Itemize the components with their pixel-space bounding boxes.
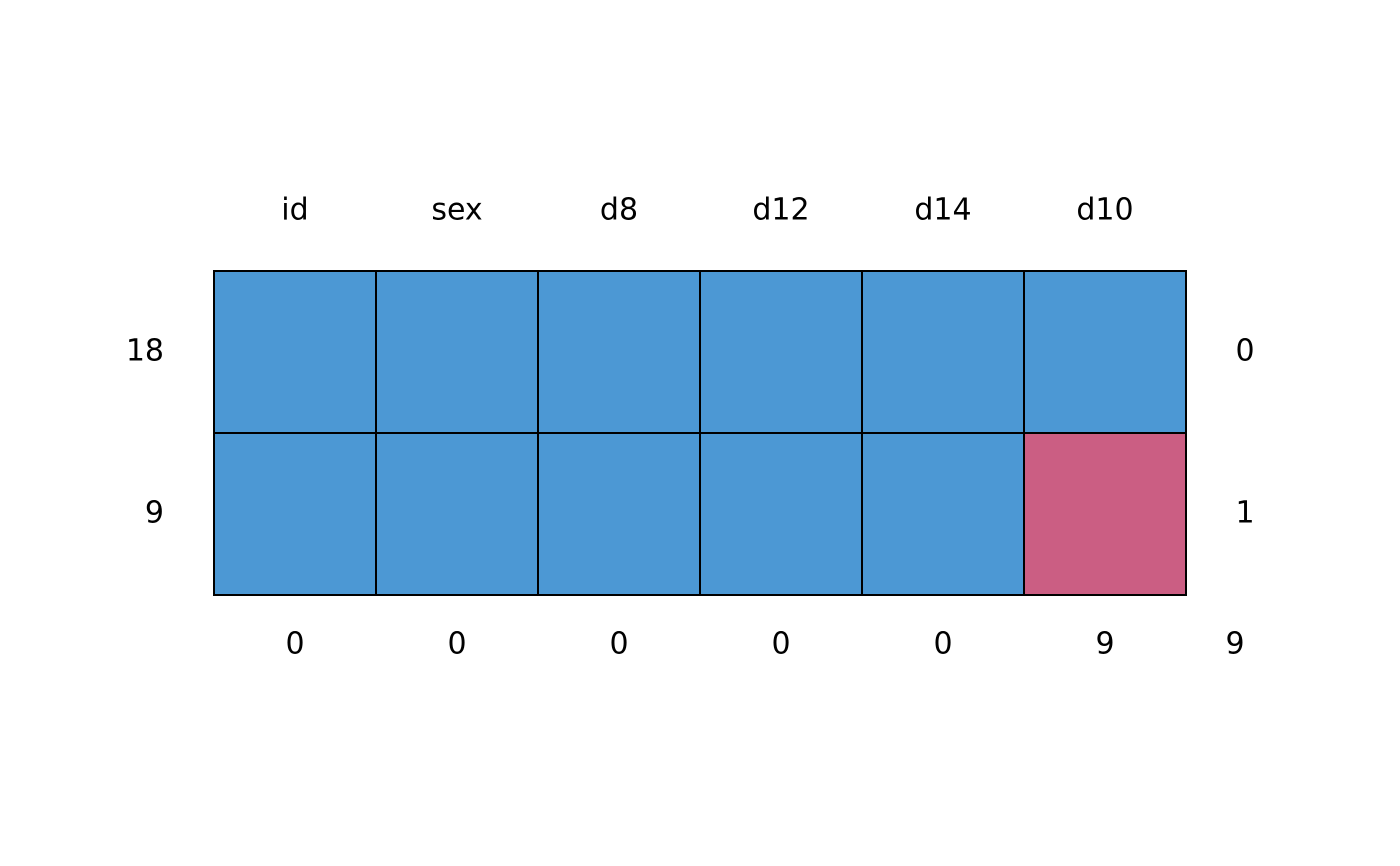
column-missing: 0 [447,627,466,662]
pattern-cell [213,432,377,596]
column-missing: 0 [771,627,790,662]
column-missing: 0 [609,627,628,662]
pattern-cell [537,432,701,596]
row-missing: 1 [1235,496,1254,531]
column-label: d10 [1076,193,1133,228]
column-label: d8 [600,193,638,228]
pattern-cell [375,432,539,596]
row-missing: 0 [1235,334,1254,369]
pattern-cell [861,270,1025,434]
pattern-cell [213,270,377,434]
total-missing: 9 [1225,627,1244,662]
column-label: d12 [752,193,809,228]
pattern-cell [861,432,1025,596]
pattern-cell [699,432,863,596]
column-missing: 0 [933,627,952,662]
row-count: 9 [145,496,164,531]
pattern-cell [375,270,539,434]
pattern-cell [537,270,701,434]
pattern-cell [1023,432,1187,596]
pattern-cell [1023,270,1187,434]
column-label: id [281,193,308,228]
column-missing: 9 [1095,627,1114,662]
column-label: d14 [914,193,971,228]
column-label: sex [431,193,482,228]
column-missing: 0 [285,627,304,662]
row-count: 18 [126,334,164,369]
pattern-cell [699,270,863,434]
